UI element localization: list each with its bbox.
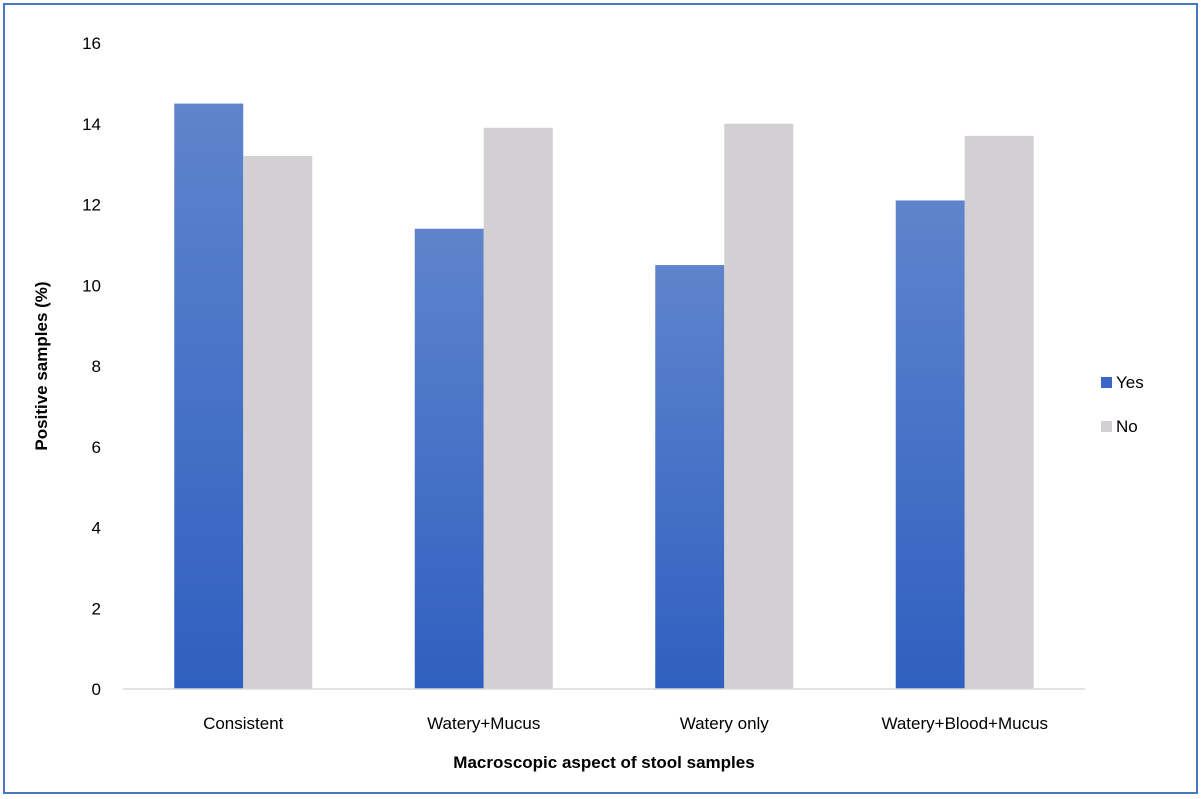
x-tick-label: Watery+Blood+Mucus (881, 714, 1048, 733)
legend-label-yes: Yes (1116, 373, 1144, 392)
y-axis-title: Positive samples (%) (32, 281, 51, 450)
legend: Yes No (1101, 373, 1144, 436)
bar-no-4 (964, 135, 1034, 690)
y-axis-ticks: 0 2 4 6 8 10 12 14 16 (82, 34, 101, 699)
legend-swatch-no (1101, 421, 1112, 432)
bar-no-1 (243, 156, 313, 690)
y-tick-label: 6 (92, 438, 101, 457)
bars (174, 103, 1034, 690)
y-tick-label: 8 (92, 357, 101, 376)
bar-yes-3 (655, 265, 725, 689)
bar-no-2 (483, 127, 553, 690)
y-tick-label: 4 (92, 519, 101, 538)
bar-no-3 (724, 123, 794, 689)
y-tick-label: 16 (82, 34, 101, 53)
x-tick-label: Consistent (203, 714, 284, 733)
x-axis-categories: Consistent Watery+Mucus Watery only Watery+… (203, 714, 1048, 733)
y-tick-label: 12 (82, 196, 101, 215)
y-tick-label: 2 (92, 599, 101, 618)
bar-yes-1 (174, 103, 244, 689)
x-tick-label: Watery only (680, 714, 770, 733)
bar-yes-2 (414, 228, 484, 689)
legend-label-no: No (1116, 417, 1138, 436)
y-tick-label: 0 (92, 680, 101, 699)
y-tick-label: 10 (82, 276, 101, 295)
legend-swatch-yes (1101, 377, 1112, 388)
chart-frame: 0 2 4 6 8 10 12 14 16 Consistent Watery+Mucus Wate… (3, 3, 1198, 794)
bar-chart: 0 2 4 6 8 10 12 14 16 Consistent Watery+Mucus Wate… (32, 34, 1144, 772)
bar-yes-4 (895, 200, 965, 689)
x-axis-title: Macroscopic aspect of stool samples (453, 753, 754, 772)
y-tick-label: 14 (82, 115, 101, 134)
x-tick-label: Watery+Mucus (427, 714, 540, 733)
